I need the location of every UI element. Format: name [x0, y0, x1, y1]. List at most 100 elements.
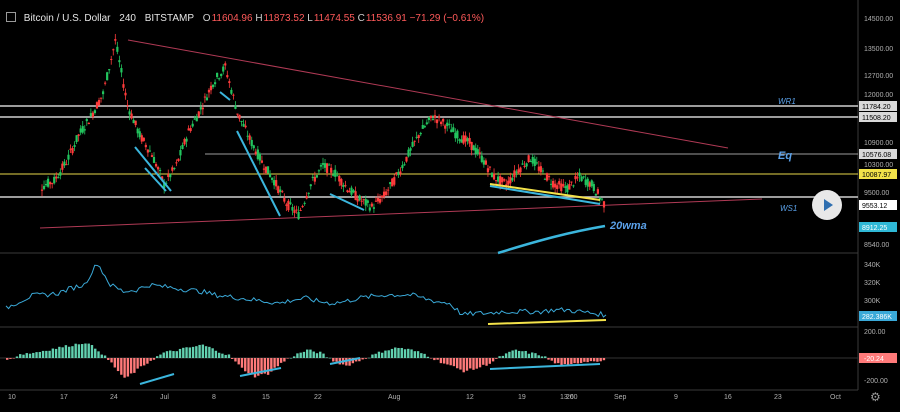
histogram-bar — [436, 358, 439, 360]
candle — [311, 174, 314, 181]
candle — [128, 108, 131, 121]
candle — [358, 194, 361, 202]
histogram-bar — [188, 347, 192, 358]
candle — [246, 130, 249, 141]
candle — [116, 41, 119, 55]
histogram-bar — [456, 358, 459, 369]
candle — [433, 109, 437, 123]
histogram-bar — [149, 358, 152, 361]
candle — [596, 187, 599, 195]
candle — [374, 196, 378, 202]
candle — [368, 204, 371, 213]
price-support-highlight — [489, 183, 601, 201]
candle — [405, 156, 408, 163]
histogram-bar — [413, 351, 417, 358]
histogram-bar — [478, 358, 482, 368]
histogram-bar — [576, 358, 580, 364]
candle — [47, 176, 50, 189]
histogram-axis[interactable]: 200.00 -200.00 -20.24 — [859, 329, 897, 385]
candle — [207, 88, 211, 98]
price-label: 8912.25 — [859, 222, 897, 232]
candle — [602, 200, 606, 213]
candle — [154, 161, 158, 168]
histogram-bar — [498, 356, 501, 358]
candle — [401, 161, 404, 172]
oscillator-axis[interactable]: 340K 320K 300K 282.386K — [859, 262, 897, 321]
histogram-bar — [573, 358, 576, 364]
candle — [380, 195, 384, 202]
symbol-name[interactable]: Bitcoin / U.S. Dollar — [23, 13, 111, 24]
change-value: −71.29 (−0.61%) — [409, 13, 485, 24]
oscillator-tick-label: 320K — [864, 280, 881, 287]
candle — [254, 148, 257, 156]
candle — [568, 179, 571, 190]
candle — [592, 181, 595, 194]
candle — [399, 167, 402, 177]
oscillator-tick-label: 340K — [864, 262, 881, 269]
candle — [195, 113, 198, 122]
oscillator-last-label: 282.386K — [859, 311, 897, 321]
candle — [482, 157, 485, 168]
trend-lines — [39, 39, 763, 229]
candle — [205, 93, 209, 101]
histogram-bar — [214, 350, 218, 358]
candle — [150, 152, 154, 158]
candle — [474, 143, 477, 158]
histogram-bar — [204, 346, 208, 358]
candle — [179, 145, 182, 161]
candle — [562, 179, 565, 188]
candle — [478, 147, 481, 159]
candle — [352, 189, 355, 194]
histogram-bar — [97, 351, 100, 358]
interval-label[interactable]: 240 — [119, 13, 136, 24]
candle — [442, 118, 445, 126]
price-axis[interactable]: 14500.00 13500.00 12700.00 12000.00 10900.00… — [864, 16, 893, 249]
gear-icon[interactable]: ⚙ — [870, 390, 881, 404]
histogram-bar — [45, 350, 48, 358]
candle — [590, 179, 593, 188]
histogram-bar — [116, 358, 120, 372]
histogram-bar — [162, 352, 165, 358]
candle — [136, 127, 139, 138]
candle — [159, 167, 162, 176]
candle — [435, 118, 439, 129]
candle — [232, 93, 235, 100]
candle — [191, 120, 194, 128]
histogram-bar — [286, 358, 289, 359]
histogram-bar — [48, 350, 51, 358]
histogram-bar — [41, 350, 45, 358]
histogram-bar — [100, 354, 103, 358]
candle — [138, 127, 141, 140]
candle — [403, 162, 406, 166]
histogram-bar — [35, 352, 38, 358]
candle — [468, 132, 471, 147]
candle — [287, 199, 290, 212]
histogram-bar — [371, 354, 374, 358]
candle — [144, 142, 147, 151]
histogram-last-value: -20.24 — [864, 356, 884, 363]
play-button[interactable] — [812, 190, 842, 220]
wma-line — [497, 224, 606, 255]
collapse-icon[interactable] — [6, 12, 16, 22]
histogram-bar — [302, 351, 306, 358]
candle — [437, 114, 441, 122]
candle — [385, 188, 388, 197]
histogram-bar — [19, 354, 22, 358]
candle — [480, 151, 483, 164]
candle — [448, 119, 451, 129]
candle — [497, 171, 500, 185]
candle — [106, 71, 109, 81]
candle — [378, 194, 382, 205]
candle — [541, 167, 545, 175]
histogram-bar — [172, 351, 175, 358]
histogram-bar — [198, 344, 201, 358]
histogram-bar — [211, 348, 214, 358]
histogram-bar — [465, 358, 469, 371]
histogram-bar — [550, 358, 553, 361]
candle — [545, 172, 549, 182]
histogram-bar — [511, 350, 514, 358]
histogram-bar — [178, 348, 182, 358]
